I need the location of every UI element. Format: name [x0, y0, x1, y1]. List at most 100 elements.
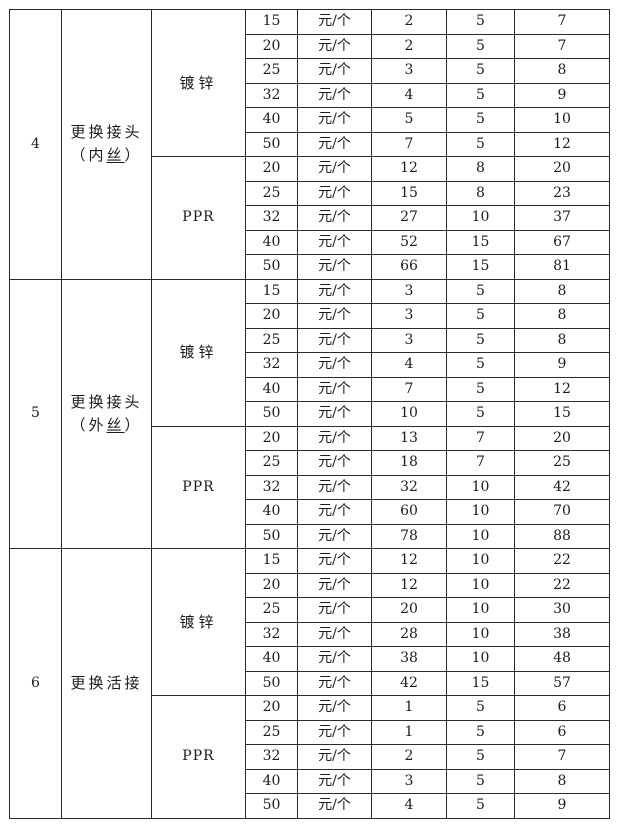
value-1-cell: 12 — [371, 572, 447, 598]
value-2-cell: 5 — [446, 719, 515, 745]
value-3-cell: 12 — [514, 376, 610, 402]
unit-cell: 元/个 — [297, 548, 372, 574]
value-2-cell: 5 — [446, 9, 515, 35]
value-1-cell: 15 — [371, 180, 447, 206]
value-2-cell: 5 — [446, 58, 515, 84]
value-2-cell: 10 — [446, 597, 515, 623]
unit-cell: 元/个 — [297, 621, 372, 647]
value-1-cell: 3 — [371, 327, 447, 353]
value-2-cell: 15 — [446, 254, 515, 280]
value-3-cell: 7 — [514, 9, 610, 35]
material-label-cell: PPR — [151, 425, 246, 549]
table-row: 5 更换接头 （外丝） 镀锌 15 元/个 3 5 8 — [9, 278, 610, 549]
value-2-cell: 10 — [446, 646, 515, 672]
size-cell: 40 — [245, 229, 298, 255]
table-row: 50 元/个 4 5 9 — [10, 793, 610, 819]
value-3-cell: 8 — [514, 327, 610, 353]
value-3-cell: 88 — [514, 523, 610, 549]
service-name-cell: 更换接头 （外丝） — [61, 278, 152, 549]
value-1-cell: 7 — [371, 131, 447, 157]
size-cell: 32 — [245, 352, 298, 378]
service-name-line1: 更换接头 — [70, 392, 143, 411]
value-2-cell: 10 — [446, 523, 515, 549]
unit-cell: 元/个 — [297, 352, 372, 378]
value-3-cell: 9 — [514, 793, 610, 819]
size-cell: 40 — [245, 376, 298, 402]
size-cell: 15 — [245, 278, 298, 304]
material-label-cell: PPR — [151, 156, 246, 280]
value-3-cell: 48 — [514, 646, 610, 672]
size-cell: 25 — [245, 327, 298, 353]
table-row: 32 元/个 4 5 9 — [10, 352, 610, 378]
size-cell: 50 — [245, 793, 298, 819]
value-1-cell: 10 — [371, 401, 447, 427]
value-3-cell: 7 — [514, 33, 610, 59]
value-2-cell: 10 — [446, 621, 515, 647]
unit-cell: 元/个 — [297, 205, 372, 231]
size-cell: 20 — [245, 33, 298, 59]
section-number-cell: 5 — [9, 278, 62, 549]
table-row: 25 元/个 3 5 8 — [10, 327, 610, 353]
unit-cell: 元/个 — [297, 82, 372, 108]
table-row: 25 元/个 1 5 6 — [10, 719, 610, 745]
size-cell: 50 — [245, 670, 298, 696]
value-1-cell: 28 — [371, 621, 447, 647]
size-cell: 50 — [245, 401, 298, 427]
size-cell: 50 — [245, 254, 298, 280]
unit-cell: 元/个 — [297, 425, 372, 451]
table-row: 20 元/个 12 10 22 — [10, 572, 610, 598]
table-row: 32 元/个 4 5 9 — [10, 82, 610, 108]
value-1-cell: 4 — [371, 352, 447, 378]
value-2-cell: 10 — [446, 548, 515, 574]
unit-cell: 元/个 — [297, 131, 372, 157]
table-row: 50 元/个 10 5 15 — [10, 401, 610, 427]
value-2-cell: 10 — [446, 474, 515, 500]
size-cell: 32 — [245, 621, 298, 647]
value-3-cell: 81 — [514, 254, 610, 280]
table-row: 40 元/个 5 5 10 — [10, 107, 610, 133]
unit-cell: 元/个 — [297, 278, 372, 304]
name-suffix: ） — [124, 415, 143, 434]
value-1-cell: 18 — [371, 450, 447, 476]
section-number-cell: 4 — [9, 9, 62, 280]
value-2-cell: 7 — [446, 425, 515, 451]
value-3-cell: 70 — [514, 499, 610, 525]
value-2-cell: 8 — [446, 156, 515, 182]
service-name-line2: （内丝） — [63, 144, 151, 167]
value-1-cell: 3 — [371, 768, 447, 794]
unit-cell: 元/个 — [297, 450, 372, 476]
table-row: 4 更换接头 （内丝） 镀锌 15 元/个 2 5 7 — [9, 9, 610, 280]
size-cell: 20 — [245, 572, 298, 598]
value-3-cell: 42 — [514, 474, 610, 500]
size-cell: 40 — [245, 499, 298, 525]
value-1-cell: 3 — [371, 303, 447, 329]
value-3-cell: 9 — [514, 82, 610, 108]
size-cell: 40 — [245, 107, 298, 133]
value-1-cell: 4 — [371, 82, 447, 108]
value-3-cell: 38 — [514, 621, 610, 647]
value-2-cell: 5 — [446, 33, 515, 59]
value-2-cell: 10 — [446, 205, 515, 231]
value-1-cell: 13 — [371, 425, 447, 451]
table-row: 25 元/个 3 5 8 — [10, 58, 610, 84]
value-3-cell: 10 — [514, 107, 610, 133]
size-cell: 32 — [245, 744, 298, 770]
value-3-cell: 8 — [514, 58, 610, 84]
unit-cell: 元/个 — [297, 58, 372, 84]
table-row: 6 更换活接 镀锌 15 元/个 12 10 22 — [9, 548, 610, 819]
unit-cell: 元/个 — [297, 9, 372, 35]
value-1-cell: 4 — [371, 793, 447, 819]
value-2-cell: 5 — [446, 376, 515, 402]
value-3-cell: 6 — [514, 719, 610, 745]
unit-cell: 元/个 — [297, 376, 372, 402]
value-2-cell: 5 — [446, 82, 515, 108]
unit-cell: 元/个 — [297, 597, 372, 623]
value-1-cell: 42 — [371, 670, 447, 696]
value-2-cell: 5 — [446, 107, 515, 133]
service-name-cell: 更换接头 （内丝） — [61, 9, 152, 280]
unit-cell: 元/个 — [297, 646, 372, 672]
unit-cell: 元/个 — [297, 768, 372, 794]
value-1-cell: 78 — [371, 523, 447, 549]
value-2-cell: 10 — [446, 499, 515, 525]
